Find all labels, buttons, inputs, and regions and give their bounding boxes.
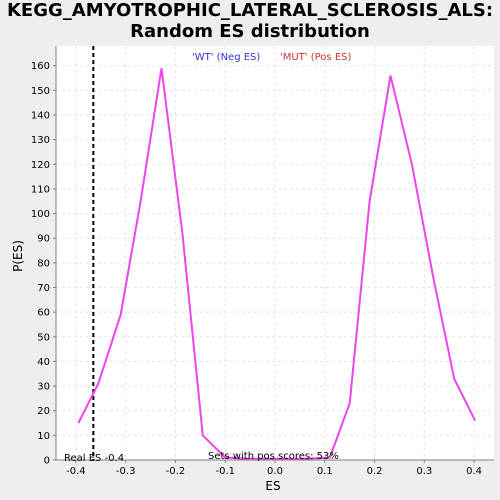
x-tick-label: 0.2 <box>367 466 383 477</box>
x-tick-label: 0.1 <box>317 466 333 477</box>
y-tick-label: 110 <box>31 184 50 195</box>
y-tick-label: 120 <box>31 160 50 171</box>
y-tick-label: 90 <box>37 234 50 245</box>
real-es-annotation: Real ES -0.4 <box>64 453 124 464</box>
y-tick-label: 150 <box>31 86 50 97</box>
y-tick-label: 60 <box>37 308 50 319</box>
y-tick-label: 30 <box>37 382 50 393</box>
pos-scores-annotation: Sets with pos scores: 53% <box>208 451 339 462</box>
axes: 0 10 20 30 40 50 60 70 80 90 100 110 120 130 140 150 160… <box>31 46 494 477</box>
legend-mut: 'MUT' (Pos ES) <box>280 52 351 63</box>
y-tick-label: 10 <box>37 431 50 442</box>
y-tick-label: 0 <box>44 456 50 467</box>
y-tick-label: 70 <box>37 283 50 294</box>
x-axis-title: ES <box>265 479 280 493</box>
x-tick-label: -0.3 <box>116 466 136 477</box>
grid <box>56 46 494 461</box>
y-tick-label: 140 <box>31 111 50 122</box>
x-tick-label: 0.0 <box>267 466 283 477</box>
y-tick-label: 80 <box>37 258 50 269</box>
x-tick-label: -0.1 <box>215 466 235 477</box>
y-tick-label: 50 <box>37 332 50 343</box>
x-tick-label: 0.4 <box>466 466 482 477</box>
y-tick-label: 130 <box>31 135 50 146</box>
chart-title-line1: KEGG_AMYOTROPHIC_LATERAL_SCLEROSIS_ALS: <box>6 0 494 21</box>
x-tick-label: -0.4 <box>66 466 86 477</box>
y-tick-label: 20 <box>37 406 50 417</box>
marks <box>77 46 476 460</box>
y-tick-label: 100 <box>31 209 50 220</box>
x-tick-label: -0.2 <box>166 466 186 477</box>
y-axis-title: P(ES) <box>11 240 25 272</box>
y-tick-label: 40 <box>37 357 50 368</box>
x-tick-label: 0.3 <box>416 466 432 477</box>
es-distribution-line <box>77 68 476 460</box>
chart-title: KEGG_AMYOTROPHIC_LATERAL_SCLEROSIS_ALS: … <box>0 0 500 42</box>
legend-wt: 'WT' (Neg ES) <box>192 52 260 63</box>
chart-title-line2: Random ES distribution <box>130 21 370 42</box>
y-tick-label: 160 <box>31 61 50 72</box>
